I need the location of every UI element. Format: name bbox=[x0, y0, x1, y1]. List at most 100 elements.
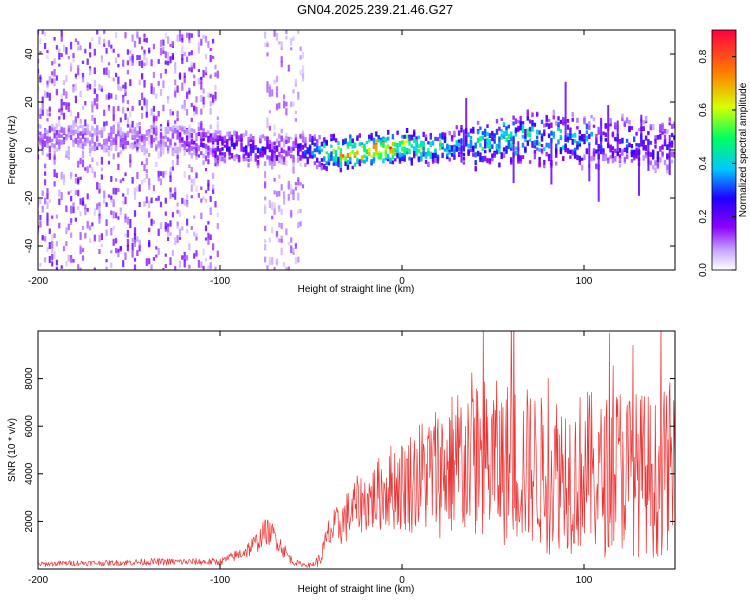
heatmap-cell bbox=[280, 56, 283, 63]
heatmap-cell bbox=[79, 250, 82, 255]
heatmap-cell bbox=[555, 143, 558, 148]
heatmap-cell bbox=[635, 147, 638, 152]
heatmap-cell bbox=[186, 218, 189, 226]
heatmap-cell bbox=[391, 142, 395, 147]
heatmap-cell bbox=[630, 151, 634, 158]
heatmap-cell bbox=[141, 73, 144, 80]
heatmap-cell bbox=[446, 155, 449, 160]
heatmap-cell bbox=[275, 138, 279, 144]
heatmap-cell bbox=[457, 130, 461, 136]
heatmap-cell bbox=[268, 93, 271, 98]
heatmap-cell bbox=[133, 128, 137, 135]
heatmap-cell bbox=[609, 155, 612, 159]
heatmap-cell bbox=[77, 68, 80, 76]
heatmap-cell bbox=[178, 146, 182, 151]
heatmap-cell bbox=[294, 110, 297, 115]
heatmap-cell bbox=[301, 153, 305, 159]
heatmap-cell bbox=[157, 140, 160, 147]
heatmap-cell bbox=[81, 226, 85, 230]
heatmap-cell bbox=[155, 246, 158, 250]
heatmap-cell bbox=[327, 153, 331, 159]
heatmap-cell bbox=[51, 248, 54, 254]
heatmap-cell bbox=[159, 89, 163, 96]
heatmap-cell bbox=[74, 190, 77, 195]
heatmap-cell bbox=[100, 243, 103, 248]
heatmap-cell bbox=[53, 251, 56, 259]
heatmap-cell bbox=[91, 145, 94, 151]
heatmap-cell bbox=[573, 151, 577, 157]
heatmap-cell bbox=[148, 258, 151, 265]
heatmap-cell bbox=[273, 124, 276, 131]
heatmap-cell bbox=[363, 143, 366, 149]
heatmap-cell bbox=[283, 191, 286, 199]
heatmap-cell bbox=[223, 138, 227, 144]
heatmap-cell bbox=[228, 146, 231, 151]
heatmap-cell bbox=[308, 153, 312, 159]
heatmap-cell bbox=[403, 157, 406, 162]
heatmap-cell bbox=[576, 154, 579, 161]
heatmap-cell bbox=[576, 126, 579, 130]
heatmap-cell bbox=[39, 198, 42, 204]
heatmap-cell bbox=[349, 161, 352, 165]
heatmap-cell bbox=[384, 137, 387, 143]
heatmap-cell bbox=[193, 129, 196, 133]
heatmap-cell bbox=[649, 140, 652, 145]
spectrogram-xlabel: Height of straight line (km) bbox=[298, 284, 415, 295]
heatmap-cell bbox=[625, 138, 629, 143]
heatmap-cell bbox=[96, 103, 99, 110]
heatmap-cell bbox=[204, 36, 208, 43]
heatmap-cell bbox=[290, 184, 293, 191]
snr-line bbox=[38, 331, 675, 568]
heatmap-cell bbox=[531, 143, 534, 148]
heatmap-cell bbox=[576, 144, 579, 150]
heatmap-cell bbox=[299, 163, 302, 167]
heatmap-cell bbox=[571, 112, 574, 117]
heatmap-cell bbox=[159, 134, 163, 139]
heatmap-cell bbox=[360, 159, 364, 163]
heatmap-cell bbox=[630, 144, 634, 149]
heatmap-cell bbox=[51, 234, 54, 241]
heatmap-cell bbox=[569, 134, 572, 140]
heatmap-cell bbox=[211, 150, 215, 154]
heatmap-cell bbox=[133, 264, 137, 270]
heatmap-cell bbox=[297, 30, 300, 34]
heatmap-cell bbox=[41, 30, 44, 35]
chart-title: GN04.2025.239.21.46.G27 bbox=[297, 2, 453, 17]
heatmap-cell bbox=[41, 136, 44, 141]
heatmap-cell bbox=[39, 215, 42, 221]
heatmap-cell bbox=[77, 189, 80, 197]
heatmap-cell bbox=[112, 106, 115, 114]
heatmap-cell bbox=[131, 60, 134, 66]
heatmap-cell bbox=[167, 36, 170, 44]
heatmap-cell bbox=[543, 129, 546, 133]
heatmap-cell bbox=[202, 70, 205, 78]
heatmap-cell bbox=[145, 136, 148, 141]
heatmap-cell bbox=[112, 139, 115, 145]
heatmap-cell bbox=[446, 146, 449, 150]
heatmap-cell bbox=[62, 130, 66, 134]
heatmap-cell bbox=[621, 113, 624, 118]
heatmap-cell bbox=[39, 262, 42, 267]
heatmap-cell bbox=[188, 129, 191, 135]
heatmap-cell bbox=[152, 87, 155, 95]
heatmap-cell bbox=[356, 135, 359, 140]
heatmap-cell bbox=[209, 207, 212, 215]
heatmap-cell bbox=[214, 154, 217, 159]
heatmap-cell bbox=[67, 146, 70, 150]
heatmap-cell bbox=[654, 139, 657, 144]
heatmap-cell bbox=[609, 122, 612, 127]
heatmap-cell bbox=[569, 155, 572, 159]
colorbar-tick-label: 0.2 bbox=[698, 209, 709, 223]
heatmap-cell bbox=[167, 52, 170, 60]
heatmap-cell bbox=[450, 145, 454, 150]
heatmap-cell bbox=[273, 208, 276, 215]
heatmap-cell bbox=[453, 148, 456, 155]
heatmap-cell bbox=[285, 35, 288, 40]
heatmap-cell bbox=[235, 131, 238, 136]
heatmap-cell bbox=[441, 132, 444, 136]
heatmap-cell bbox=[271, 215, 274, 220]
heatmap-cell bbox=[597, 126, 600, 131]
heatmap-cell bbox=[38, 58, 40, 64]
heatmap-cell bbox=[169, 187, 172, 193]
heatmap-cell bbox=[616, 120, 619, 151]
